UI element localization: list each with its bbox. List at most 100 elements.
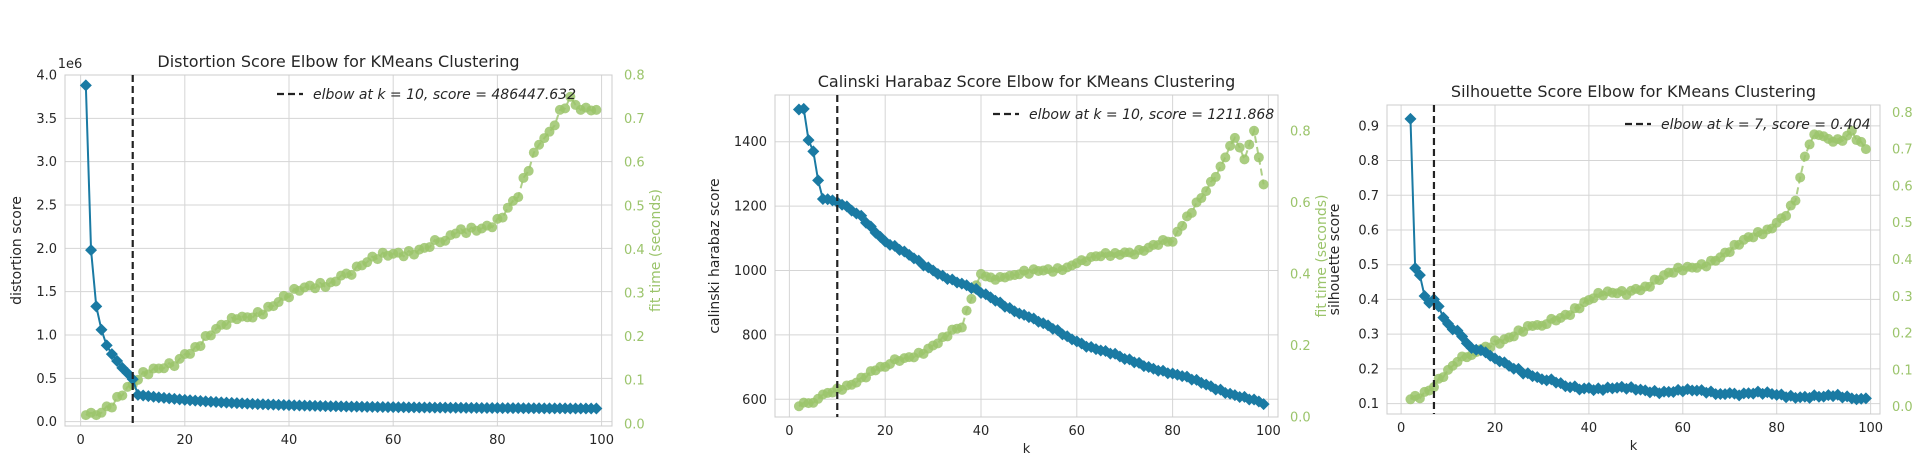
x-tick-label: 40: [973, 424, 990, 439]
y-tick-label: 3.0: [36, 155, 57, 170]
y2-tick-label: 0.1: [624, 374, 645, 389]
y2-tick-label: 0.8: [1892, 106, 1913, 121]
y-offset-label: 1e6: [58, 57, 83, 72]
score-point: [1432, 300, 1445, 313]
y-tick-label: 3.5: [36, 112, 57, 127]
y-tick-label: 2.0: [36, 242, 57, 257]
fit-time-point: [424, 242, 435, 253]
fit-time-point: [528, 147, 539, 158]
legend-label: elbow at k = 10, score = 1211.868: [1029, 107, 1274, 123]
y2-tick-label: 0.5: [1892, 216, 1913, 231]
fit-time-point: [1249, 125, 1260, 136]
fit-time-point: [1856, 136, 1867, 147]
x-tick-label: 60: [1069, 424, 1086, 439]
y2-axis-label: fit time (seconds): [648, 189, 664, 312]
x-tick-label: 100: [589, 433, 614, 448]
fit-time-point: [1790, 195, 1801, 206]
y-tick-label: 0.0: [36, 415, 57, 430]
fit-time-point: [1438, 372, 1449, 383]
y-axis-label: calinski harabaz score: [707, 178, 723, 333]
y-tick-label: 0.2: [1358, 362, 1379, 377]
plot-frame: [774, 94, 1279, 418]
fit-time-point: [195, 341, 206, 352]
fit-time-point: [1234, 142, 1245, 153]
legend-label: elbow at k = 10, score = 486447.632: [313, 87, 576, 103]
y-tick-label: 1.5: [36, 285, 57, 300]
score-point: [79, 79, 92, 92]
y2-tick-label: 0.6: [624, 156, 645, 171]
x-axis-label: k: [1023, 442, 1031, 457]
fit-time-point: [966, 293, 977, 304]
score-point: [590, 402, 603, 415]
x-tick-label: 20: [177, 433, 194, 448]
fit-time-point: [106, 402, 117, 413]
fit-time-point: [513, 192, 524, 203]
y-tick-label: 0.6: [1358, 223, 1379, 238]
score-point: [85, 244, 98, 257]
y-tick-label: 0.7: [1358, 189, 1379, 204]
fit-time-point: [1215, 161, 1226, 172]
score-point: [1413, 269, 1426, 282]
y2-tick-label: 0.6: [1290, 196, 1311, 211]
x-tick-label: 0: [785, 424, 793, 439]
y2-tick-label: 0.8: [624, 69, 645, 84]
score-point: [1257, 398, 1270, 411]
fit-time-point: [1229, 132, 1240, 143]
x-tick-label: 60: [385, 433, 402, 448]
fit-time-point: [1428, 382, 1439, 393]
score-point: [903, 248, 916, 261]
y2-tick-label: 0.2: [1892, 327, 1913, 342]
fit-time-point: [169, 361, 180, 372]
y-tick-label: 0.4: [1358, 293, 1379, 308]
plot-frame: [1386, 104, 1881, 415]
fit-time-point: [518, 172, 529, 183]
plot-frame: [64, 74, 613, 427]
y2-tick-label: 0.0: [624, 417, 645, 432]
silhouette-elbow-chart: 0 20 40 60 80 100 0.1 0.2 0.3 0.4 0.5 0.6 0.7 0.8 0.9 0…: [1327, 82, 1917, 454]
score-point: [1013, 307, 1026, 320]
y2-tick-label: 0.1: [1892, 363, 1913, 378]
calinski-elbow-chart: 0 20 40 60 80 100 600 800 1000 1200 1400 0.0 0.2 0.4 0…: [707, 72, 1330, 457]
score-point: [95, 323, 108, 336]
x-tick-label: 40: [281, 433, 298, 448]
fit-time-point: [346, 269, 357, 280]
y2-tick-label: 0.4: [624, 243, 645, 258]
y-tick-label: 0.9: [1358, 119, 1379, 134]
fit-time-point: [1225, 140, 1236, 151]
fit-time-point: [497, 212, 508, 223]
score-point: [111, 355, 124, 367]
y2-tick-label: 0.7: [1892, 143, 1913, 158]
fit-time-point: [1186, 207, 1197, 218]
x-tick-label: 80: [1768, 421, 1785, 436]
fit-time-point: [1210, 171, 1221, 182]
fit-time-point: [1795, 172, 1806, 183]
y-tick-label: 0.8: [1358, 154, 1379, 169]
x-tick-label: 80: [1164, 424, 1181, 439]
x-tick-label: 80: [489, 433, 506, 448]
fit-time-point: [185, 348, 196, 359]
y2-tick-label: 0.2: [1290, 339, 1311, 354]
fit-time-point: [1781, 210, 1792, 221]
x-tick-label: 100: [1858, 421, 1883, 436]
y-tick-label: 800: [742, 328, 767, 343]
fit-time-point: [1220, 152, 1231, 163]
fit-time-point: [560, 103, 571, 114]
fit-time-point: [502, 202, 513, 213]
y2-axis-label: fit time (seconds): [1314, 195, 1330, 318]
fit-time-point: [1258, 179, 1269, 190]
fit-time-point: [591, 104, 602, 115]
chart-title: Calinski Harabaz Score Elbow for KMeans …: [818, 72, 1236, 91]
y-tick-label: 0.1: [1358, 397, 1379, 412]
x-tick-label: 0: [76, 433, 84, 448]
y-tick-label: 2.5: [36, 199, 57, 214]
x-tick-label: 40: [1581, 421, 1598, 436]
y-tick-label: 0.5: [1358, 258, 1379, 273]
fit-time-point: [961, 305, 972, 316]
fit-time-point: [1244, 139, 1255, 150]
y2-tick-label: 0.0: [1892, 400, 1913, 415]
fit-time-point: [221, 319, 232, 330]
chart-title: Silhouette Score Elbow for KMeans Cluste…: [1451, 82, 1816, 101]
fit-time-point: [956, 322, 967, 333]
x-tick-label: 20: [877, 424, 894, 439]
distortion-elbow-chart: 0 20 40 60 80 100 0.0 0.5 1.0 1.5 2.0 2.5 3.0 3.5 4.0 0…: [9, 52, 664, 448]
